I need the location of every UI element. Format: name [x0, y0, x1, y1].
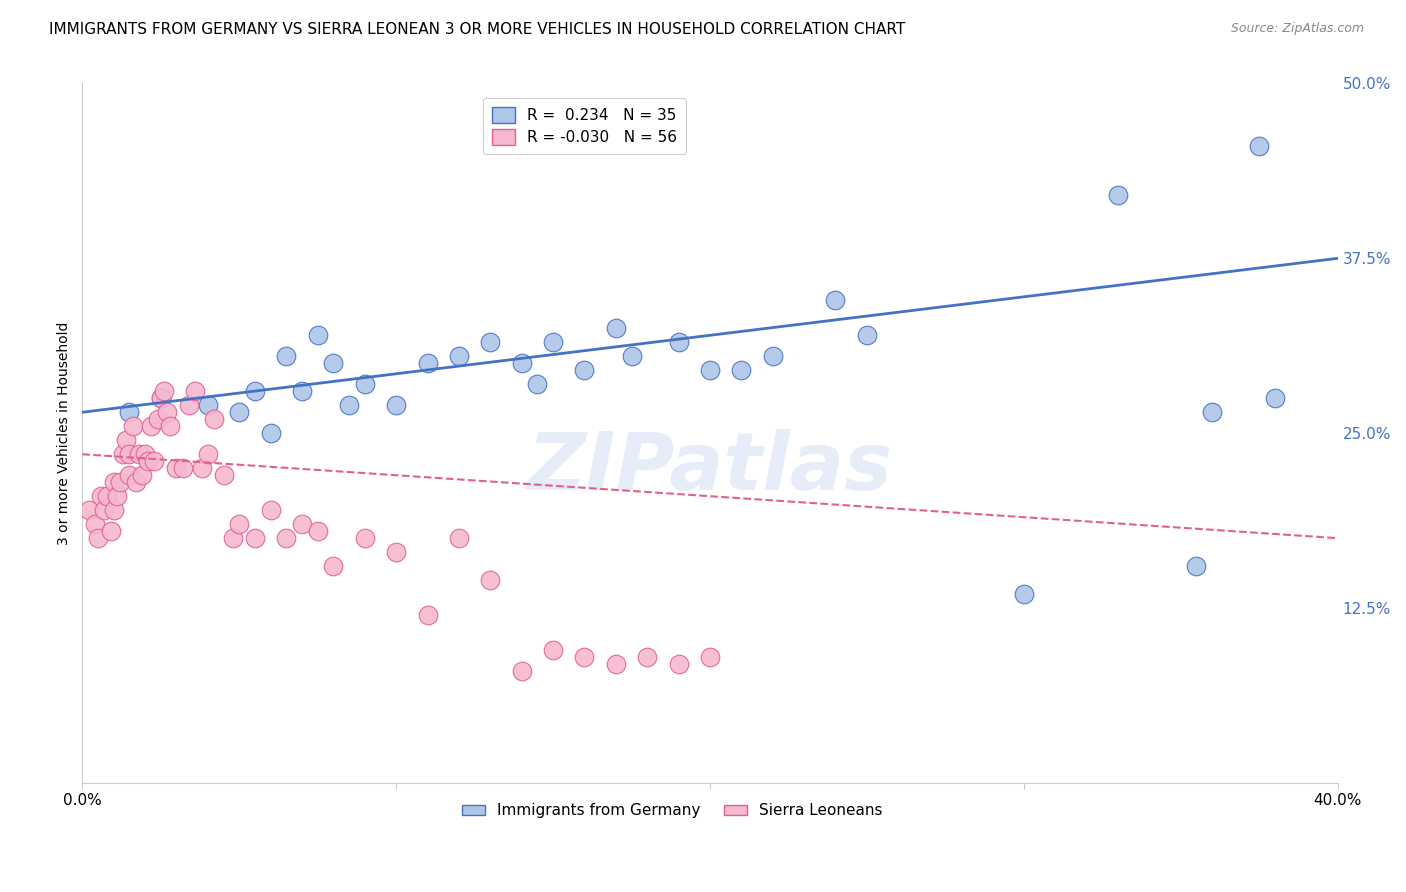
Point: [83, 517, 105, 532]
Point: [149, 391, 172, 405]
Point: [416, 356, 439, 370]
Point: [322, 356, 344, 370]
Point: [510, 356, 533, 370]
Point: [824, 293, 846, 308]
Point: [259, 426, 281, 441]
Point: [141, 419, 163, 434]
Point: [190, 461, 212, 475]
Point: [108, 475, 131, 490]
Point: [526, 377, 548, 392]
Point: [103, 503, 125, 517]
Point: [699, 363, 721, 377]
Point: [118, 447, 141, 461]
Point: [93, 503, 115, 517]
Point: [762, 349, 785, 363]
Point: [172, 461, 194, 475]
Point: [202, 412, 225, 426]
Point: [118, 405, 141, 419]
Point: [276, 531, 298, 545]
Point: [353, 531, 375, 545]
Point: [636, 650, 658, 665]
Point: [228, 405, 250, 419]
Point: [115, 434, 138, 448]
Text: IMMIGRANTS FROM GERMANY VS SIERRA LEONEAN 3 OR MORE VEHICLES IN HOUSEHOLD CORREL: IMMIGRANTS FROM GERMANY VS SIERRA LEONEA…: [49, 22, 905, 37]
Point: [385, 398, 408, 412]
Point: [856, 328, 879, 343]
Point: [479, 573, 502, 587]
Point: [291, 517, 314, 532]
Point: [159, 419, 181, 434]
Point: [276, 349, 298, 363]
Point: [118, 468, 141, 483]
Point: [90, 489, 112, 503]
Point: [353, 377, 375, 392]
Point: [165, 461, 187, 475]
Point: [177, 398, 200, 412]
Point: [605, 321, 627, 335]
Point: [541, 643, 564, 657]
Point: [510, 664, 533, 678]
Point: [243, 531, 266, 545]
Point: [1249, 139, 1271, 153]
Y-axis label: 3 or more Vehicles in Household: 3 or more Vehicles in Household: [58, 321, 72, 545]
Point: [143, 454, 166, 468]
Point: [447, 531, 470, 545]
Point: [112, 447, 135, 461]
Point: [243, 384, 266, 399]
Point: [212, 468, 235, 483]
Point: [87, 531, 110, 545]
Point: [222, 531, 245, 545]
Point: [1185, 559, 1208, 574]
Point: [100, 524, 122, 538]
Point: [574, 650, 596, 665]
Point: [385, 545, 408, 559]
Point: [121, 419, 143, 434]
Point: [574, 363, 596, 377]
Text: Source: ZipAtlas.com: Source: ZipAtlas.com: [1230, 22, 1364, 36]
Point: [699, 650, 721, 665]
Legend: Immigrants from Germany, Sierra Leoneans: Immigrants from Germany, Sierra Leoneans: [456, 797, 889, 824]
Point: [1107, 188, 1129, 202]
Point: [124, 475, 146, 490]
Point: [96, 489, 118, 503]
Point: [136, 454, 159, 468]
Point: [605, 657, 627, 672]
Point: [479, 335, 502, 350]
Point: [228, 517, 250, 532]
Point: [105, 489, 128, 503]
Point: [156, 405, 179, 419]
Point: [337, 398, 360, 412]
Point: [416, 608, 439, 623]
Point: [146, 412, 169, 426]
Point: [1012, 587, 1035, 601]
Point: [541, 335, 564, 350]
Point: [131, 468, 153, 483]
Point: [128, 447, 150, 461]
Point: [197, 447, 219, 461]
Point: [291, 384, 314, 399]
Point: [134, 447, 156, 461]
Point: [447, 349, 470, 363]
Text: ZIPatlas: ZIPatlas: [527, 429, 893, 508]
Point: [153, 384, 176, 399]
Point: [307, 328, 329, 343]
Point: [184, 384, 207, 399]
Point: [1201, 405, 1223, 419]
Point: [322, 559, 344, 574]
Point: [259, 503, 281, 517]
Point: [668, 335, 690, 350]
Point: [197, 398, 219, 412]
Point: [730, 363, 752, 377]
Point: [149, 391, 172, 405]
Point: [1264, 391, 1286, 405]
Point: [77, 503, 100, 517]
Point: [620, 349, 643, 363]
Point: [307, 524, 329, 538]
Point: [668, 657, 690, 672]
Point: [103, 475, 125, 490]
